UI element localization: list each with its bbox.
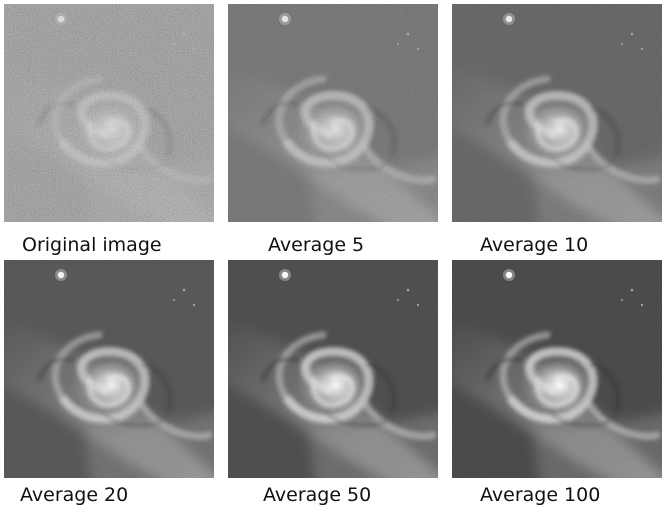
caption-average-10: Average 10 <box>480 234 589 256</box>
caption-average-100: Average 100 <box>480 484 601 506</box>
galaxy-image-average-10 <box>452 4 662 222</box>
caption-average-20: Average 20 <box>20 484 129 506</box>
panel-average-50 <box>228 260 438 478</box>
caption-original: Original image <box>22 234 162 256</box>
panel-average-5 <box>228 4 438 222</box>
galaxy-image-original <box>4 4 214 222</box>
galaxy-image-average-20 <box>4 260 214 478</box>
galaxy-image-average-5 <box>228 4 438 222</box>
galaxy-image-average-100 <box>452 260 662 478</box>
panel-average-100 <box>452 260 662 478</box>
caption-average-5: Average 5 <box>268 234 365 256</box>
panel-average-20 <box>4 260 214 478</box>
galaxy-image-average-50 <box>228 260 438 478</box>
panel-average-10 <box>452 4 662 222</box>
caption-average-50: Average 50 <box>263 484 372 506</box>
panel-original <box>4 4 214 222</box>
